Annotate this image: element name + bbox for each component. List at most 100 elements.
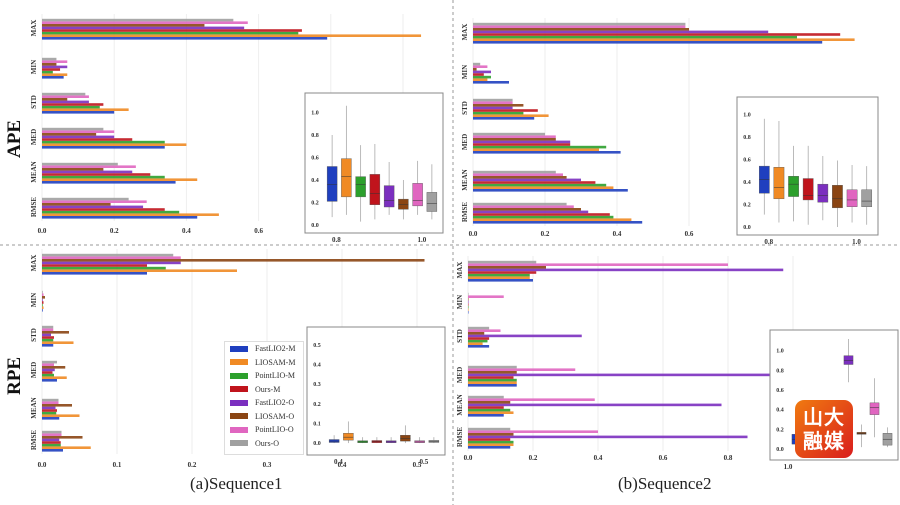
bar (468, 276, 530, 279)
bar (473, 35, 797, 39)
legend: FastLIO2-M LIOSAM-M PointLIO-M Ours-M FastLI… (224, 341, 304, 455)
bar (42, 376, 67, 379)
bar (42, 57, 57, 61)
bar (473, 210, 589, 214)
inset-y-tick-label: 0.8 (311, 133, 319, 139)
bar (42, 368, 55, 372)
box (869, 402, 880, 415)
bar (473, 28, 689, 31)
legend-item: PointLIO-M (225, 369, 303, 383)
bar (468, 260, 537, 264)
category-label: STD (30, 328, 38, 342)
bar (473, 221, 643, 224)
bar (468, 303, 469, 306)
bar (468, 384, 517, 387)
bar (42, 371, 53, 374)
x-tick-label: 0.2 (529, 454, 538, 462)
bar (42, 436, 83, 439)
bar (42, 341, 74, 344)
bar (42, 398, 59, 402)
category-label: STD (30, 95, 38, 109)
category-label: MEAN (30, 397, 38, 418)
bar (468, 271, 537, 274)
bar (42, 293, 44, 296)
inset-y-tick-label: 0.6 (743, 157, 751, 163)
bar (42, 162, 118, 166)
bar (42, 127, 104, 131)
bar (42, 70, 53, 74)
legend-item: Ours-M (225, 383, 303, 397)
x-tick-label: 0.6 (685, 230, 694, 238)
bar (468, 305, 469, 309)
bar (473, 151, 621, 154)
inset-x-tick-label: 0.8 (332, 236, 341, 244)
bar (42, 404, 72, 407)
legend-item: LIOSAM-M (225, 356, 303, 370)
bar (42, 309, 43, 312)
bar (42, 178, 198, 181)
row-label-rpe: RPE (4, 357, 25, 395)
inset-y-tick-label: 0.3 (313, 382, 321, 388)
bar (42, 76, 64, 79)
bar (42, 336, 54, 339)
bar (468, 381, 517, 384)
bar (468, 311, 469, 314)
bar (42, 26, 245, 30)
legend-swatch (230, 359, 248, 366)
bar (42, 360, 57, 364)
bar (42, 406, 56, 410)
legend-swatch (230, 372, 248, 379)
legend-swatch (230, 386, 248, 393)
bar (473, 33, 841, 36)
bar (42, 438, 60, 442)
x-tick-label: 0.8 (724, 454, 733, 462)
bar (42, 338, 54, 342)
bar (468, 378, 517, 382)
bar (468, 339, 488, 343)
bar (468, 371, 517, 374)
bar (468, 395, 504, 399)
bar (468, 263, 728, 266)
bar (473, 205, 574, 208)
inset-y-tick-label: 0.4 (743, 180, 751, 186)
category-label: RMSE (456, 427, 464, 448)
category-label: MED (30, 362, 38, 378)
bar (468, 435, 748, 439)
bar (42, 443, 61, 447)
bar (42, 373, 54, 377)
bar (473, 62, 481, 66)
bar (42, 181, 176, 184)
box (400, 435, 411, 442)
bar (42, 111, 115, 114)
box (846, 189, 858, 207)
x-tick-label: 0.2 (110, 227, 119, 235)
x-tick-label: 0.1 (113, 461, 122, 469)
bar (42, 366, 66, 369)
row-label-ape: APE (4, 120, 25, 158)
bar (42, 31, 299, 35)
bar (473, 81, 509, 84)
bar (42, 63, 57, 66)
inset-frame (304, 92, 444, 234)
bar (468, 268, 784, 272)
box (773, 167, 785, 200)
bar (468, 266, 546, 269)
category-label: MEAN (456, 394, 464, 415)
bar (42, 168, 104, 171)
bar (42, 143, 187, 146)
bar (468, 295, 504, 298)
inset-y-tick-label: 0.2 (313, 402, 321, 408)
bar (473, 140, 571, 144)
bar (42, 60, 68, 63)
inset-frame (306, 326, 446, 456)
box (369, 174, 381, 205)
inset-y-tick-label: 0.8 (776, 368, 784, 374)
bar (42, 433, 62, 436)
category-label: MAX (461, 24, 469, 41)
bar (42, 173, 151, 176)
inset-y-tick-label: 1.0 (311, 111, 319, 117)
bar (468, 332, 485, 335)
bar (468, 401, 511, 404)
